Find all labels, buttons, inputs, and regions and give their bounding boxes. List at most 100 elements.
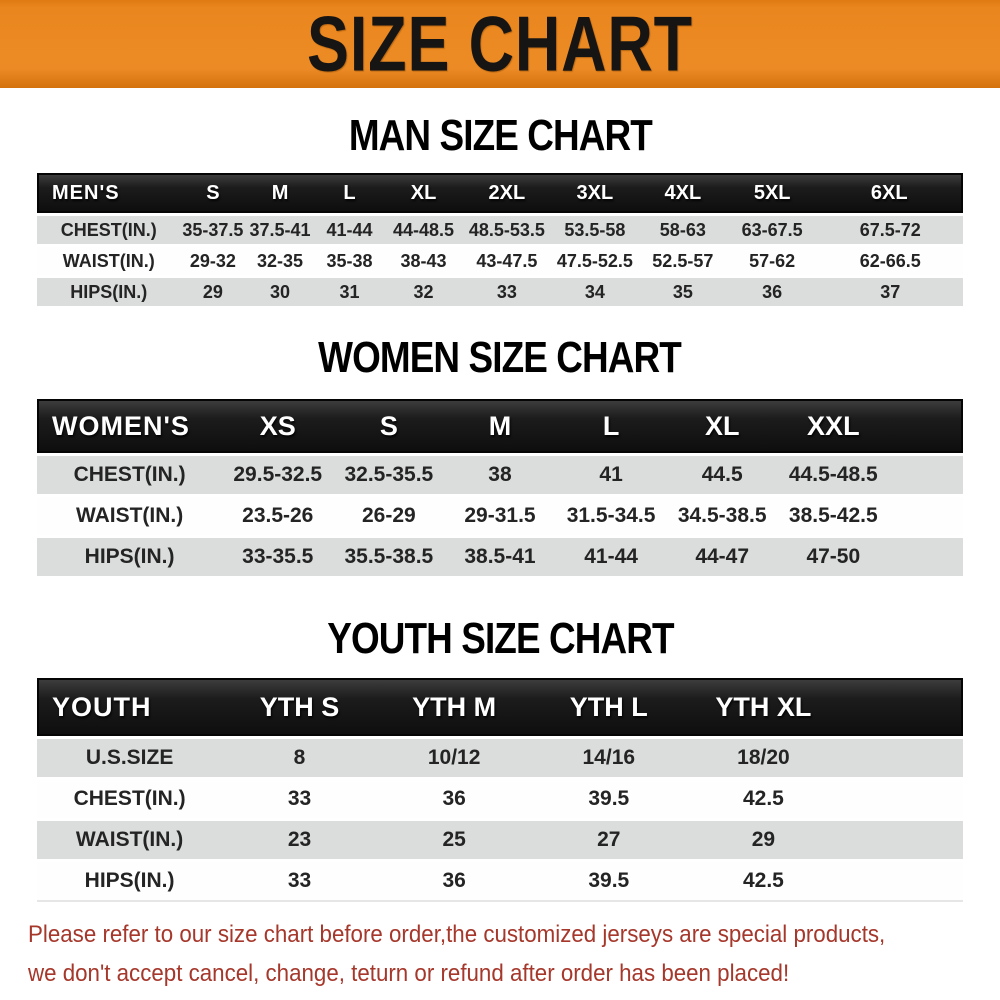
men-section-title: MAN SIZE CHART bbox=[0, 110, 1000, 160]
men-header-label: MEN'S bbox=[37, 173, 181, 213]
size-value-cell: 41-44 bbox=[314, 213, 385, 244]
row-label-cell: CHEST(IN.) bbox=[37, 213, 181, 244]
row-label-cell: CHEST(IN.) bbox=[37, 777, 223, 818]
size-value-cell: 26-29 bbox=[333, 494, 445, 535]
size-value-cell: 36 bbox=[376, 859, 532, 900]
size-col-header: YTH XL bbox=[686, 678, 841, 736]
size-value-cell: 30 bbox=[245, 275, 315, 306]
youth-section-title: YOUTH SIZE CHART bbox=[0, 613, 1000, 663]
men-size-table: MEN'S S M L XL 2XL 3XL 4XL 5XL 6XL CHEST… bbox=[37, 173, 963, 306]
size-value-cell: 10/12 bbox=[376, 736, 532, 777]
size-value-cell: 29-31.5 bbox=[444, 494, 556, 535]
size-value-cell: 44.5-48.5 bbox=[777, 453, 889, 494]
banner: SIZE CHART bbox=[0, 0, 1000, 88]
youth-header-row: YOUTH YTH S YTH M YTH L YTH XL bbox=[37, 678, 963, 736]
size-value-cell: 42.5 bbox=[686, 859, 841, 900]
size-value-cell: 32-35 bbox=[245, 244, 315, 275]
size-value-cell: 14/16 bbox=[531, 736, 687, 777]
size-value-cell: 27 bbox=[531, 818, 687, 859]
size-col-header: YTH L bbox=[531, 678, 687, 736]
spacer-cell bbox=[840, 818, 963, 859]
youth-chest-row: CHEST(IN.) 33 36 39.5 42.5 bbox=[37, 777, 963, 818]
size-value-cell: 42.5 bbox=[686, 777, 841, 818]
youth-section-title-text: YOUTH SIZE CHART bbox=[326, 613, 674, 663]
women-size-table: WOMEN'S XS S M L XL XXL CHEST(IN.) 29.5-… bbox=[37, 399, 963, 576]
size-col-header: M bbox=[245, 173, 315, 213]
row-label-cell: HIPS(IN.) bbox=[37, 859, 223, 900]
youth-size-table: YOUTH YTH S YTH M YTH L YTH XL U.S.SIZE … bbox=[37, 678, 963, 902]
row-label-cell: U.S.SIZE bbox=[37, 736, 223, 777]
size-value-cell: 62-66.5 bbox=[817, 244, 963, 275]
size-value-cell: 57-62 bbox=[726, 244, 818, 275]
size-col-header: 4XL bbox=[638, 173, 727, 213]
men-section-title-text: MAN SIZE CHART bbox=[348, 110, 652, 160]
row-label-cell: CHEST(IN.) bbox=[37, 453, 223, 494]
size-col-header: L bbox=[555, 399, 667, 453]
spacer-cell bbox=[888, 535, 963, 576]
size-value-cell: 33 bbox=[462, 275, 551, 306]
women-chest-row: CHEST(IN.) 29.5-32.5 32.5-35.5 38 41 44.… bbox=[37, 453, 963, 494]
size-value-cell: 44-48.5 bbox=[384, 213, 463, 244]
size-col-header: XS bbox=[222, 399, 334, 453]
size-value-cell: 41-44 bbox=[555, 535, 667, 576]
note-line-2: we don't accept cancel, change, teturn o… bbox=[28, 960, 790, 987]
row-label-cell: HIPS(IN.) bbox=[37, 275, 181, 306]
size-value-cell: 29 bbox=[686, 818, 841, 859]
size-value-cell: 34 bbox=[550, 275, 639, 306]
size-col-header: XXL bbox=[777, 399, 889, 453]
size-value-cell: 48.5-53.5 bbox=[462, 213, 551, 244]
size-value-cell: 38.5-42.5 bbox=[777, 494, 889, 535]
size-value-cell: 36 bbox=[376, 777, 532, 818]
spacer-cell bbox=[840, 736, 963, 777]
size-col-header: L bbox=[314, 173, 385, 213]
women-header-label: WOMEN'S bbox=[37, 399, 223, 453]
size-value-cell: 39.5 bbox=[531, 859, 687, 900]
men-hips-row: HIPS(IN.) 29 30 31 32 33 34 35 36 37 bbox=[37, 275, 963, 306]
size-col-header: XL bbox=[666, 399, 778, 453]
size-value-cell: 37.5-41 bbox=[245, 213, 315, 244]
size-value-cell: 33 bbox=[222, 859, 377, 900]
size-col-header: XL bbox=[384, 173, 463, 213]
men-header-row: MEN'S S M L XL 2XL 3XL 4XL 5XL 6XL bbox=[37, 173, 963, 213]
size-value-cell: 32.5-35.5 bbox=[333, 453, 445, 494]
size-value-cell: 35 bbox=[638, 275, 727, 306]
spacer-cell bbox=[840, 678, 963, 736]
spacer-cell bbox=[840, 859, 963, 900]
size-value-cell: 18/20 bbox=[686, 736, 841, 777]
youth-hips-row: HIPS(IN.) 33 36 39.5 42.5 bbox=[37, 859, 963, 900]
size-value-cell: 41 bbox=[555, 453, 667, 494]
spacer-cell bbox=[888, 399, 963, 453]
footer-note: Please refer to our size chart before or… bbox=[28, 915, 1000, 993]
row-label-cell: WAIST(IN.) bbox=[37, 818, 223, 859]
size-value-cell: 67.5-72 bbox=[817, 213, 963, 244]
size-value-cell: 35.5-38.5 bbox=[333, 535, 445, 576]
size-value-cell: 25 bbox=[376, 818, 532, 859]
size-value-cell: 29.5-32.5 bbox=[222, 453, 334, 494]
size-value-cell: 34.5-38.5 bbox=[666, 494, 778, 535]
women-header-row: WOMEN'S XS S M L XL XXL bbox=[37, 399, 963, 453]
size-col-header: S bbox=[333, 399, 445, 453]
size-col-header: 6XL bbox=[817, 173, 963, 213]
size-col-header: YTH S bbox=[222, 678, 377, 736]
size-value-cell: 38.5-41 bbox=[444, 535, 556, 576]
size-value-cell: 33 bbox=[222, 777, 377, 818]
size-value-cell: 23 bbox=[222, 818, 377, 859]
size-col-header: M bbox=[444, 399, 556, 453]
size-value-cell: 32 bbox=[384, 275, 463, 306]
size-value-cell: 52.5-57 bbox=[638, 244, 727, 275]
banner-title: SIZE CHART bbox=[307, 0, 693, 88]
size-value-cell: 33-35.5 bbox=[222, 535, 334, 576]
youth-waist-row: WAIST(IN.) 23 25 27 29 bbox=[37, 818, 963, 859]
size-value-cell: 44-47 bbox=[666, 535, 778, 576]
size-col-header: S bbox=[180, 173, 246, 213]
size-value-cell: 31 bbox=[314, 275, 385, 306]
size-col-header: 3XL bbox=[550, 173, 639, 213]
row-label-cell: WAIST(IN.) bbox=[37, 494, 223, 535]
row-label-cell: WAIST(IN.) bbox=[37, 244, 181, 275]
size-value-cell: 38 bbox=[444, 453, 556, 494]
size-value-cell: 63-67.5 bbox=[726, 213, 818, 244]
spacer-cell bbox=[888, 453, 963, 494]
women-section-title: WOMEN SIZE CHART bbox=[0, 335, 1000, 378]
size-value-cell: 38-43 bbox=[384, 244, 463, 275]
